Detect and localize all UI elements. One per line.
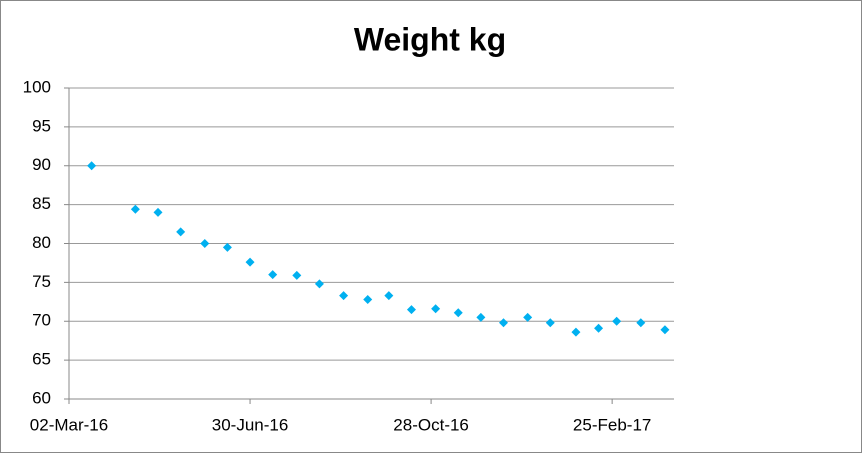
data-point xyxy=(545,318,555,328)
x-tick-label: 28-Oct-16 xyxy=(393,415,469,434)
data-point xyxy=(268,270,278,280)
data-point xyxy=(406,305,416,315)
data-point xyxy=(200,239,210,248)
data-point xyxy=(292,270,302,280)
data-point xyxy=(636,318,646,328)
data-point xyxy=(314,279,324,289)
y-tick-label: 65 xyxy=(32,350,51,369)
x-tick-label: 25-Feb-17 xyxy=(573,415,651,434)
y-tick-label: 85 xyxy=(32,194,51,213)
data-point xyxy=(363,294,373,304)
y-tick-label: 60 xyxy=(32,388,51,407)
chart-title: Weight kg xyxy=(354,21,506,57)
data-point xyxy=(87,161,97,171)
data-point xyxy=(499,318,509,328)
data-point xyxy=(339,291,349,301)
data-point xyxy=(130,204,140,214)
data-point xyxy=(384,291,394,301)
data-point xyxy=(523,312,533,322)
data-point xyxy=(571,327,581,337)
y-tick-label: 95 xyxy=(32,116,51,135)
data-point xyxy=(594,323,604,333)
data-point xyxy=(453,308,463,318)
data-point xyxy=(222,242,232,252)
y-tick-label: 100 xyxy=(23,77,51,96)
y-tick-label: 75 xyxy=(32,272,51,291)
y-tick-label: 70 xyxy=(32,311,51,330)
data-point xyxy=(245,257,255,267)
y-tick-label: 90 xyxy=(32,155,51,174)
data-point xyxy=(612,316,622,326)
data-point xyxy=(476,312,486,322)
data-point xyxy=(153,207,163,217)
x-tick-label: 02-Mar-16 xyxy=(30,415,108,434)
data-point xyxy=(660,325,670,335)
data-point xyxy=(431,304,441,314)
y-tick-label: 80 xyxy=(32,233,51,252)
data-point xyxy=(176,227,186,237)
x-tick-label: 30-Jun-16 xyxy=(212,415,289,434)
